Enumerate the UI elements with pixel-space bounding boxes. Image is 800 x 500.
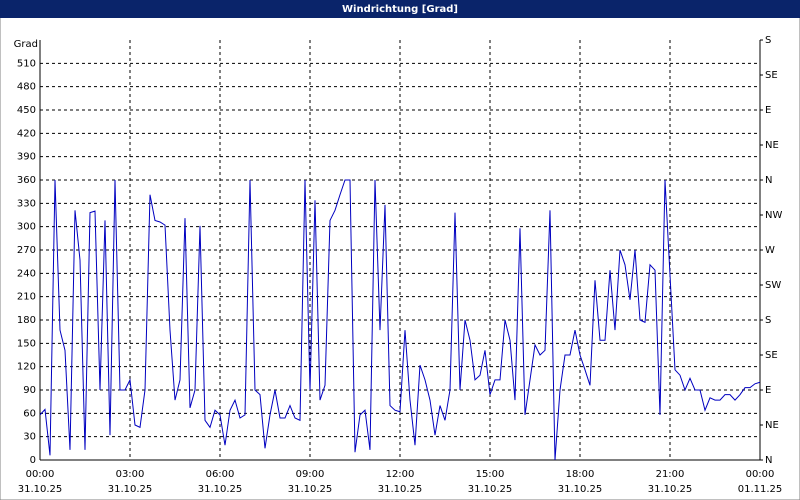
x-tick-date: 31.10.25 <box>198 484 243 495</box>
x-tick-date: 31.10.25 <box>378 484 423 495</box>
y2-tick-label: E <box>765 105 771 116</box>
x-tick-date: 31.10.25 <box>558 484 603 495</box>
y-tick-label: 180 <box>17 315 36 326</box>
y2-tick-label: SE <box>765 70 778 81</box>
y-tick-label: 480 <box>17 82 36 93</box>
chart-title: Windrichtung [Grad] <box>342 4 458 15</box>
y2-tick-label: N <box>765 175 772 186</box>
y-tick-label: 360 <box>17 175 36 186</box>
y-tick-label: 510 <box>17 58 36 69</box>
y-tick-label: 330 <box>17 198 36 209</box>
x-tick-label: 15:00 <box>476 469 505 480</box>
x-tick-date: 31.10.25 <box>468 484 513 495</box>
title-bar <box>0 0 800 18</box>
y-tick-label: 390 <box>17 152 36 163</box>
y2-tick-label: S <box>765 35 771 46</box>
y-axis-label: Grad <box>14 39 38 50</box>
x-tick-label: 00:00 <box>26 469 55 480</box>
y-tick-label: 30 <box>23 432 36 443</box>
x-tick-label: 09:00 <box>296 469 325 480</box>
x-tick-date: 31.10.25 <box>18 484 63 495</box>
y-tick-label: 60 <box>23 408 36 419</box>
y2-tick-label: S <box>765 315 771 326</box>
y-tick-label: 420 <box>17 128 36 139</box>
x-tick-label: 03:00 <box>116 469 145 480</box>
x-tick-date: 31.10.25 <box>108 484 153 495</box>
y-tick-label: 300 <box>17 222 36 233</box>
data-line <box>39 179 761 461</box>
y-tick-label: 90 <box>23 385 36 396</box>
x-tick-label: 06:00 <box>206 469 235 480</box>
x-tick-date: 31.10.25 <box>288 484 333 495</box>
x-tick-date: 01.11.25 <box>738 484 783 495</box>
y2-tick-label: W <box>765 245 775 256</box>
y-tick-label: 450 <box>17 105 36 116</box>
x-tick-label: 21:00 <box>656 469 685 480</box>
y-tick-label: 0 <box>30 455 36 466</box>
y2-tick-label: NE <box>765 140 779 151</box>
y2-tick-label: NW <box>765 210 782 221</box>
y-tick-label: 120 <box>17 362 36 373</box>
x-tick-date: 31.10.25 <box>648 484 693 495</box>
y2-tick-label: SE <box>765 350 778 361</box>
y2-tick-label: N <box>765 455 772 466</box>
y2-tick-label: SW <box>765 280 781 291</box>
x-tick-label: 12:00 <box>386 469 415 480</box>
x-tick-label: 00:00 <box>746 469 775 480</box>
y2-tick-label: NE <box>765 420 779 431</box>
y-tick-label: 240 <box>17 268 36 279</box>
x-tick-label: 18:00 <box>566 469 595 480</box>
y-tick-label: 270 <box>17 245 36 256</box>
y-tick-label: 210 <box>17 292 36 303</box>
y-tick-label: 150 <box>17 338 36 349</box>
y2-tick-label: E <box>765 385 771 396</box>
